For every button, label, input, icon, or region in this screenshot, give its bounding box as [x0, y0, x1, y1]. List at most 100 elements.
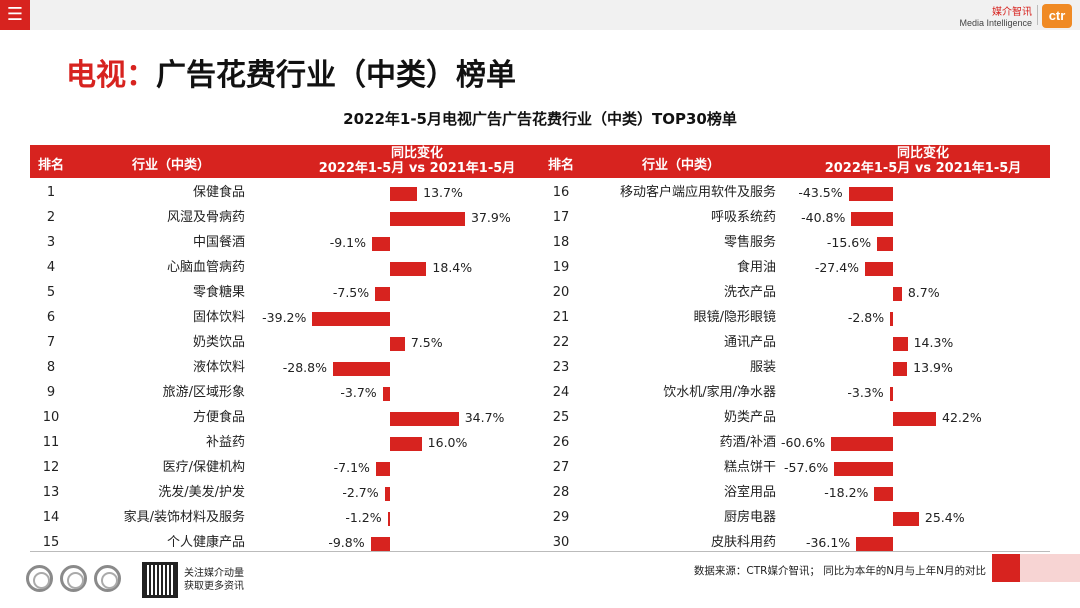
data-label: 16.0% — [427, 435, 468, 450]
bar — [375, 287, 390, 301]
rank-label: 26 — [552, 435, 570, 450]
bar — [831, 437, 893, 451]
data-label: -36.1% — [805, 535, 851, 550]
industry-label: 洗衣产品 — [723, 285, 776, 300]
rank-label: 14 — [42, 510, 60, 525]
data-label: 37.9% — [471, 210, 511, 225]
header-yoy-left: 同比变化 2022年1-5月 vs 2021年1-5月 — [312, 146, 522, 176]
header-yoy-right-line1: 同比变化 — [896, 146, 949, 161]
follow-text: 关注媒介动量 获取更多资讯 — [184, 567, 244, 593]
brand-cn: 媒介智讯 — [992, 7, 1032, 18]
industry-label: 固体饮料 — [192, 310, 245, 325]
rank-label: 12 — [42, 460, 60, 475]
data-label: 14.3% — [913, 335, 954, 350]
header-industry-left: 行业（中类） — [132, 158, 211, 173]
rank-label: 18 — [552, 235, 570, 250]
data-label: 25.4% — [924, 510, 965, 525]
data-label: 13.9% — [913, 360, 953, 375]
industry-label: 零食糖果 — [192, 285, 245, 300]
data-label: -7.5% — [332, 285, 370, 300]
rank-label: 10 — [42, 410, 60, 425]
data-label: 8.7% — [907, 285, 940, 300]
industry-label: 食用油 — [736, 260, 776, 275]
rank-label: 1 — [46, 185, 56, 200]
industry-label: 奶类产品 — [723, 410, 776, 425]
industry-label: 风湿及骨病药 — [166, 210, 245, 225]
bar — [370, 537, 390, 551]
table-bottom-line — [30, 551, 1050, 552]
bar — [390, 212, 466, 226]
bar — [382, 387, 390, 401]
header-rank-right: 排名 — [548, 158, 575, 173]
header-yoy-right-line2: 2022年1-5月 vs 2021年1-5月 — [824, 161, 1022, 176]
chart-title: 2022年1-5月电视广告广告花费行业（中类）TOP30榜单 — [343, 110, 737, 128]
bar — [890, 312, 893, 326]
certification-badge-icon — [94, 565, 121, 592]
data-label: -15.6% — [826, 235, 872, 250]
industry-label: 移动客户端应用软件及服务 — [619, 185, 776, 200]
ctr-logo: ctr — [1042, 4, 1072, 28]
rank-label: 29 — [552, 510, 570, 525]
bar — [893, 337, 908, 351]
data-label: 13.7% — [423, 185, 463, 200]
rank-label: 9 — [46, 385, 56, 400]
industry-label: 心脑血管病药 — [166, 260, 245, 275]
data-label: 18.4% — [432, 260, 473, 275]
page-title-highlight: 电视： — [66, 58, 156, 93]
bar — [375, 462, 390, 476]
qr-code-icon — [142, 562, 178, 598]
bar — [371, 237, 390, 251]
industry-label: 洗发/美发/护发 — [158, 485, 245, 500]
bar — [877, 237, 893, 251]
data-label: 7.5% — [410, 335, 443, 350]
bar — [865, 262, 893, 276]
follow-line2: 获取更多资讯 — [184, 581, 244, 592]
industry-label: 奶类饮品 — [192, 335, 245, 350]
industry-label: 液体饮料 — [192, 360, 245, 375]
bar — [893, 512, 919, 526]
menu-icon[interactable]: ☰ — [0, 0, 30, 30]
industry-label: 补益药 — [205, 435, 245, 450]
bar — [893, 287, 902, 301]
rank-label: 6 — [46, 310, 56, 325]
data-label: -39.2% — [262, 310, 307, 325]
data-label: 34.7% — [464, 410, 505, 425]
rank-label: 15 — [42, 535, 60, 550]
bar — [834, 462, 893, 476]
data-source: 数据来源：CTR媒介智讯； 同比为本年的N月与上年N月的对比 — [693, 565, 986, 577]
rank-label: 5 — [46, 285, 56, 300]
industry-label: 通讯产品 — [723, 335, 776, 350]
industry-label: 厨房电器 — [723, 510, 776, 525]
data-label: -1.2% — [345, 510, 382, 525]
certification-badge-icon — [60, 565, 87, 592]
data-label: -2.8% — [847, 310, 885, 325]
rank-label: 22 — [552, 335, 570, 350]
data-label: -9.8% — [328, 535, 365, 550]
header-rank-left: 排名 — [38, 158, 65, 173]
rank-label: 25 — [552, 410, 570, 425]
bar — [390, 262, 427, 276]
bar — [312, 312, 390, 326]
industry-label: 医疗/保健机构 — [162, 460, 245, 475]
industry-label: 旅游/区域形象 — [162, 385, 245, 400]
rank-label: 23 — [552, 360, 570, 375]
industry-label: 皮肤科用药 — [710, 535, 776, 550]
footer-accent-shade — [1020, 554, 1080, 582]
bar — [856, 537, 893, 551]
data-label: -27.4% — [814, 260, 860, 275]
page-title-rest: 广告花费行业（中类）榜单 — [156, 58, 516, 93]
industry-label: 浴室用品 — [723, 485, 776, 500]
rank-label: 24 — [552, 385, 570, 400]
page-title: 电视：广告花费行业（中类）榜单 — [66, 50, 516, 94]
header-yoy-right: 同比变化 2022年1-5月 vs 2021年1-5月 — [818, 146, 1028, 176]
header-yoy-left-line2: 2022年1-5月 vs 2021年1-5月 — [318, 161, 516, 176]
data-label: -18.2% — [824, 485, 869, 500]
data-label: -28.8% — [282, 360, 327, 375]
brand-text: 媒介智讯 Media Intelligence — [959, 7, 1032, 29]
top-bar: ☰ 媒介智讯 Media Intelligence ctr — [0, 0, 1080, 30]
bar — [387, 512, 390, 526]
bar — [851, 212, 893, 226]
rank-label: 27 — [552, 460, 570, 475]
data-label: -3.3% — [847, 385, 884, 400]
data-label: -40.8% — [801, 210, 846, 225]
